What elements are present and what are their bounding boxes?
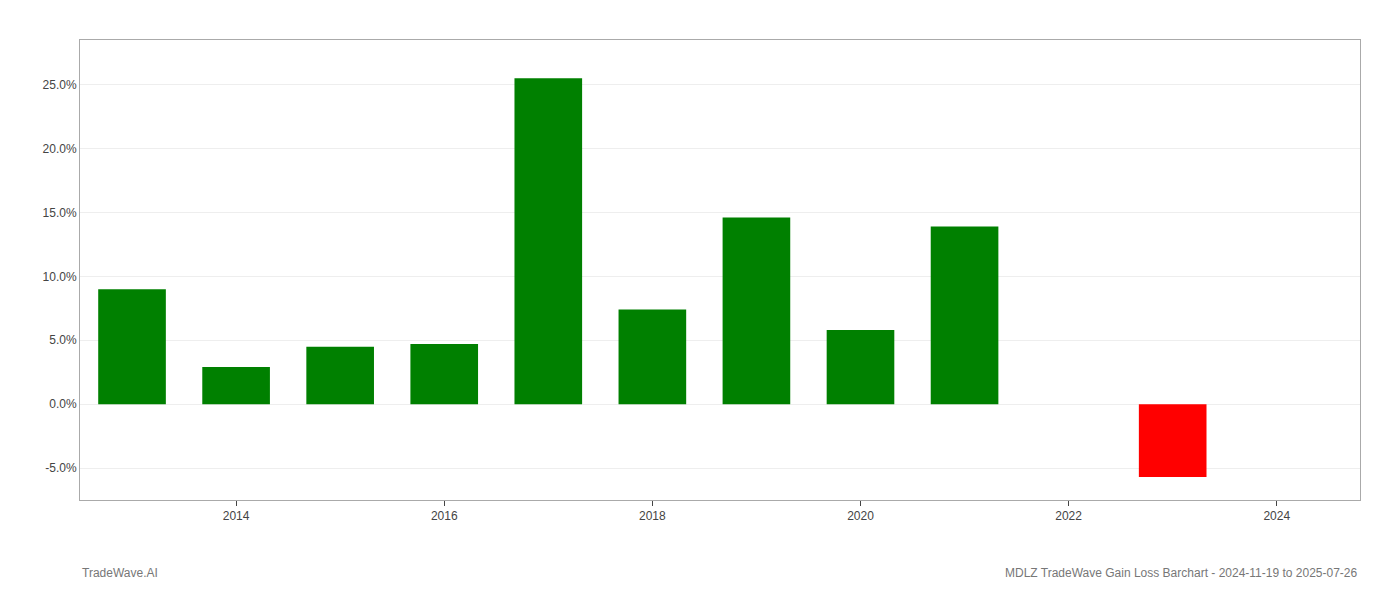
svg-text:TradeWave.AI: TradeWave.AI (82, 566, 158, 580)
svg-text:10.0%: 10.0% (43, 270, 77, 284)
svg-text:15.0%: 15.0% (43, 206, 77, 220)
svg-text:5.0%: 5.0% (49, 333, 77, 347)
svg-text:-5.0%: -5.0% (45, 461, 77, 475)
svg-text:2016: 2016 (431, 509, 458, 523)
svg-text:2018: 2018 (639, 509, 666, 523)
svg-text:2020: 2020 (847, 509, 874, 523)
svg-text:2022: 2022 (1055, 509, 1082, 523)
svg-text:MDLZ TradeWave Gain Loss Barch: MDLZ TradeWave Gain Loss Barchart - 2024… (1005, 566, 1358, 580)
svg-text:20.0%: 20.0% (43, 142, 77, 156)
svg-text:2024: 2024 (1263, 509, 1290, 523)
svg-text:25.0%: 25.0% (43, 78, 77, 92)
svg-text:0.0%: 0.0% (49, 397, 77, 411)
svg-text:2014: 2014 (223, 509, 250, 523)
